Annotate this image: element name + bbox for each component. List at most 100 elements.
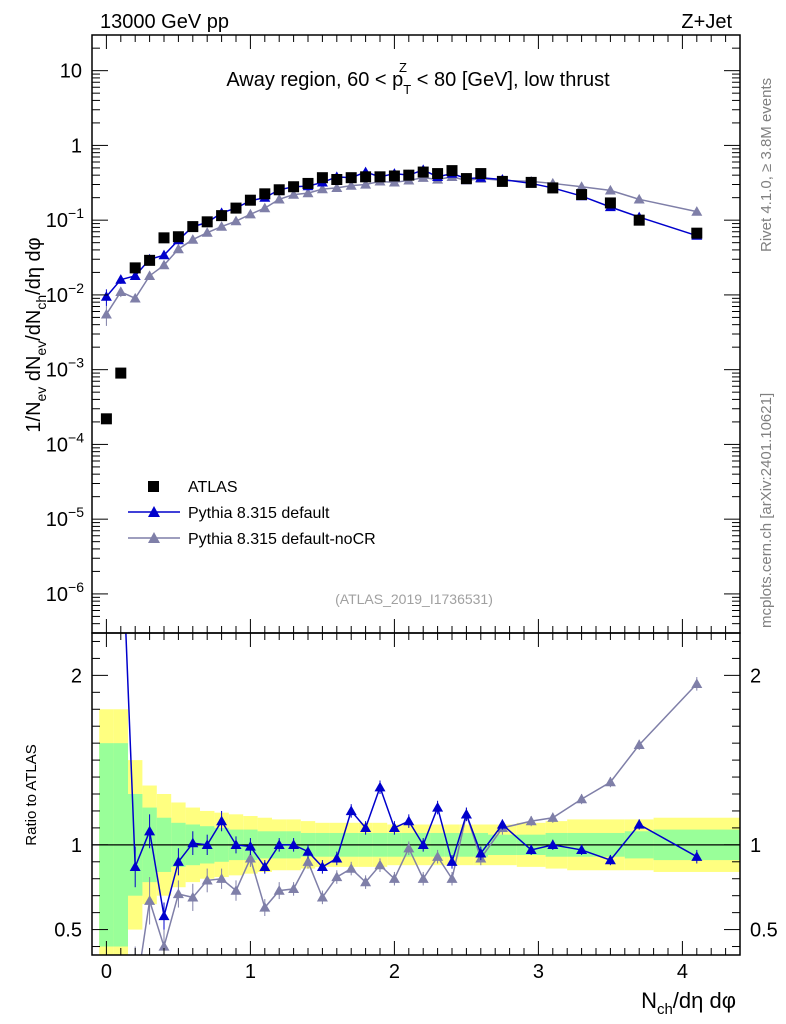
default-ratio-point — [331, 852, 343, 863]
ratio-ytick-label-right: 0.5 — [750, 920, 778, 942]
atlas-point — [432, 168, 444, 180]
nocr-point — [576, 181, 588, 191]
atlas-point — [100, 413, 112, 425]
ratio-y-tick-labels: 0.5 0.5 1 1 2 2 — [54, 665, 778, 941]
main-title-superscript: Z — [399, 60, 407, 75]
default-ratio-point — [115, 500, 126, 510]
main-y-axis-label: 1/Nev dNev/dNch/dη dφ — [23, 237, 49, 432]
legend: ATLAS Pythia 8.315 default Pythia 8.315 … — [128, 479, 376, 548]
nocr-point — [158, 259, 170, 270]
atlas-point — [216, 210, 228, 222]
atlas-point — [115, 367, 127, 379]
atlas-point — [460, 173, 472, 185]
atlas-point — [360, 171, 372, 183]
atlas-point — [374, 171, 386, 183]
default-ratio-point — [446, 856, 458, 866]
ratio-xtick-label: 3 — [533, 961, 544, 983]
main-data-layer — [100, 164, 703, 425]
main-ytick-label: 10−4 — [46, 429, 84, 456]
ratio-ytick-label: 2 — [71, 665, 82, 687]
nocr-ratio-point — [288, 883, 300, 894]
legend-marker-atlas — [148, 481, 159, 492]
main-panel: 10−6 10−5 10−4 10−3 10−2 10−1 1 10 Away region,… — [23, 34, 741, 634]
default-ratio-point — [187, 837, 199, 848]
nocr-point — [129, 292, 141, 303]
default-ratio-point — [158, 910, 170, 921]
nocr-point — [100, 308, 112, 319]
default-ratio-point — [496, 819, 508, 829]
nocr-ratio-point — [259, 902, 271, 912]
atlas-point — [172, 231, 184, 243]
nocr-ratio-point — [216, 873, 228, 883]
analysis-id-label: (ATLAS_2019_I1736531) — [335, 591, 493, 607]
nocr-ratio-point — [316, 891, 328, 902]
nocr-ratio-point — [432, 851, 444, 861]
nocr-point — [115, 286, 127, 296]
default-ratio-point — [201, 839, 213, 849]
ratio-ytick-label-right: 2 — [750, 665, 761, 687]
rivet-version-label: Rivet 4.1.0, ≥ 3.8M events — [758, 78, 775, 252]
default-ratio-point — [460, 808, 472, 819]
legend-marker-default — [148, 506, 160, 517]
nocr-point — [331, 182, 343, 193]
atlas-point — [187, 221, 199, 233]
nocr-point — [144, 270, 156, 280]
nocr-ratio-point — [691, 678, 703, 688]
atlas-point — [230, 202, 242, 214]
default-ratio-point — [432, 802, 444, 812]
nocr-point — [187, 234, 199, 244]
nocr-ratio-point — [604, 776, 616, 787]
main-ytick-label: 1 — [71, 135, 82, 157]
default-ratio-point — [230, 839, 242, 849]
atlas-point — [388, 170, 400, 182]
nocr-ratio-point — [201, 874, 213, 885]
atlas-point — [691, 227, 703, 239]
default-ratio-point — [345, 805, 357, 816]
default-line — [105, 169, 698, 298]
nocr-ratio-point — [388, 873, 400, 883]
nocr-ratio-point — [331, 871, 343, 882]
ratio-axis-ticks — [91, 633, 741, 955]
main-ytick-label: 10−1 — [46, 205, 84, 232]
default-ratio-point — [172, 856, 184, 866]
atlas-point — [158, 232, 170, 244]
atlas-point — [576, 189, 588, 201]
default-ratio-point — [129, 861, 141, 871]
atlas-point — [496, 175, 508, 187]
x-axis-label: Nch/dη dφ — [641, 988, 736, 1018]
nocr-ratio-point — [525, 815, 537, 826]
nocr-point — [691, 206, 703, 216]
atlas-point — [316, 172, 328, 184]
main-ytick-label: 10−3 — [46, 355, 84, 382]
nocr-ratio-point — [446, 873, 458, 883]
process-label: Z+Jet — [681, 11, 732, 33]
ratio-xtick-label: 4 — [677, 961, 688, 983]
atlas-point — [403, 169, 415, 181]
default-ratio-point — [316, 861, 328, 871]
atlas-point — [475, 168, 487, 180]
main-ytick-label: 10−2 — [46, 280, 84, 307]
default-ratio-point — [604, 854, 616, 865]
energy-label: 13000 GeV pp — [100, 11, 229, 33]
atlas-point — [302, 177, 314, 189]
nocr-point — [288, 189, 300, 199]
nocr-ratio-point — [417, 873, 429, 883]
default-ratio-point — [273, 839, 285, 849]
main-title: Away region, 60 < pT < 80 [GeV], low thr… — [226, 69, 610, 97]
ratio-ytick-label: 0.5 — [54, 920, 82, 942]
nocr-point — [345, 180, 357, 190]
nocr-ratio-point — [144, 895, 156, 905]
nocr-point — [230, 215, 242, 226]
atlas-point — [129, 262, 141, 274]
nocr-ratio-point — [230, 885, 242, 895]
default-ratio-point — [403, 815, 415, 826]
main-ytick-label: 10−5 — [46, 504, 84, 531]
atlas-point — [345, 172, 357, 184]
ratio-xtick-label: 1 — [245, 961, 256, 983]
atlas-point — [547, 182, 559, 194]
nocr-ratio-point — [172, 888, 184, 899]
default-ratio-point — [633, 819, 645, 829]
nocr-point — [273, 193, 285, 204]
atlas-point — [604, 197, 616, 209]
